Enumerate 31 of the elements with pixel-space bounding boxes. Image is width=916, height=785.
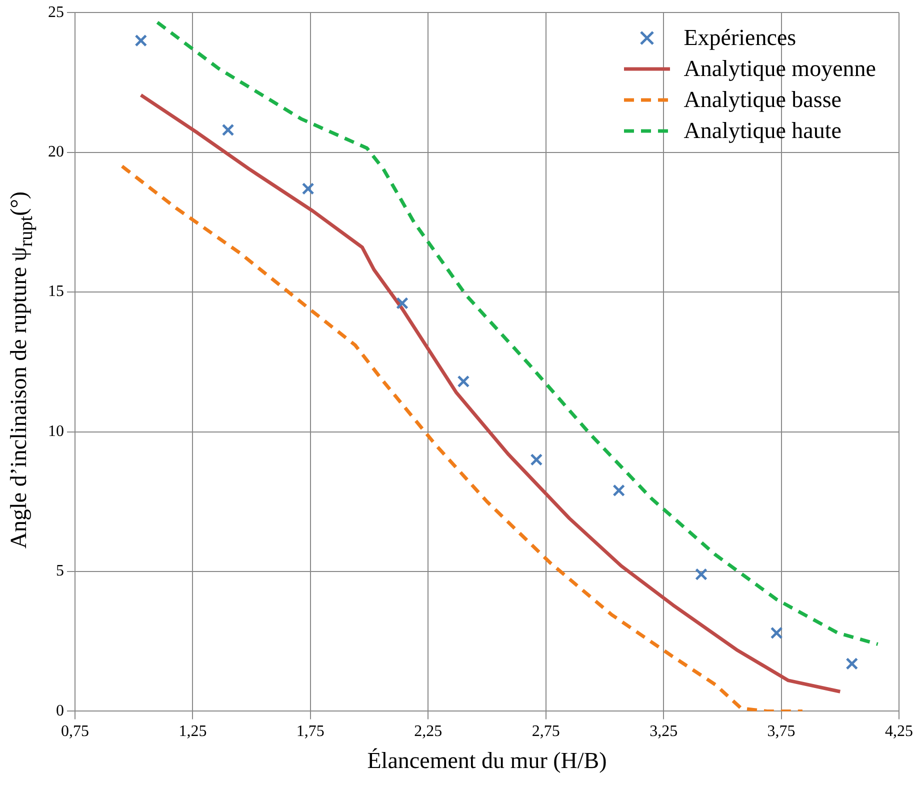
point (770, 626, 783, 640)
x-tick-label: 4,25 (885, 723, 913, 740)
x-tick-label: 2,25 (414, 723, 442, 740)
y-tick-label: 5 (56, 562, 64, 580)
point (457, 375, 470, 388)
y-tick-label: 15 (48, 283, 64, 300)
y-tick-label: 10 (48, 422, 64, 440)
point (396, 297, 408, 310)
point (695, 568, 708, 580)
line-series (120, 164, 804, 712)
y-tick-label: 20 (48, 144, 64, 161)
x-tick-label: 0,75 (61, 723, 89, 740)
y-tick-label: 25 (48, 4, 64, 21)
legend-label: Analytique haute (684, 117, 842, 145)
legend-label: Analytique basse (684, 86, 842, 114)
legend-label: Analytique moyenne (684, 55, 876, 83)
x-tick-label: 1,25 (178, 723, 207, 740)
point (302, 182, 314, 195)
x-tick-label: 1,75 (296, 723, 324, 740)
x-axis-title: Élancement du mur (H/B) (367, 748, 607, 774)
point (134, 34, 148, 47)
x-tick-label: 3,25 (650, 723, 678, 740)
x-tick-label: 3,75 (767, 723, 796, 740)
point (846, 657, 858, 670)
point (530, 454, 543, 466)
point (612, 484, 626, 497)
point (222, 124, 234, 136)
legend-label: Expériences (684, 24, 796, 52)
x-tick-label: 2,75 (532, 723, 560, 740)
line-series (156, 20, 880, 646)
y-tick-label: 0 (56, 702, 64, 720)
